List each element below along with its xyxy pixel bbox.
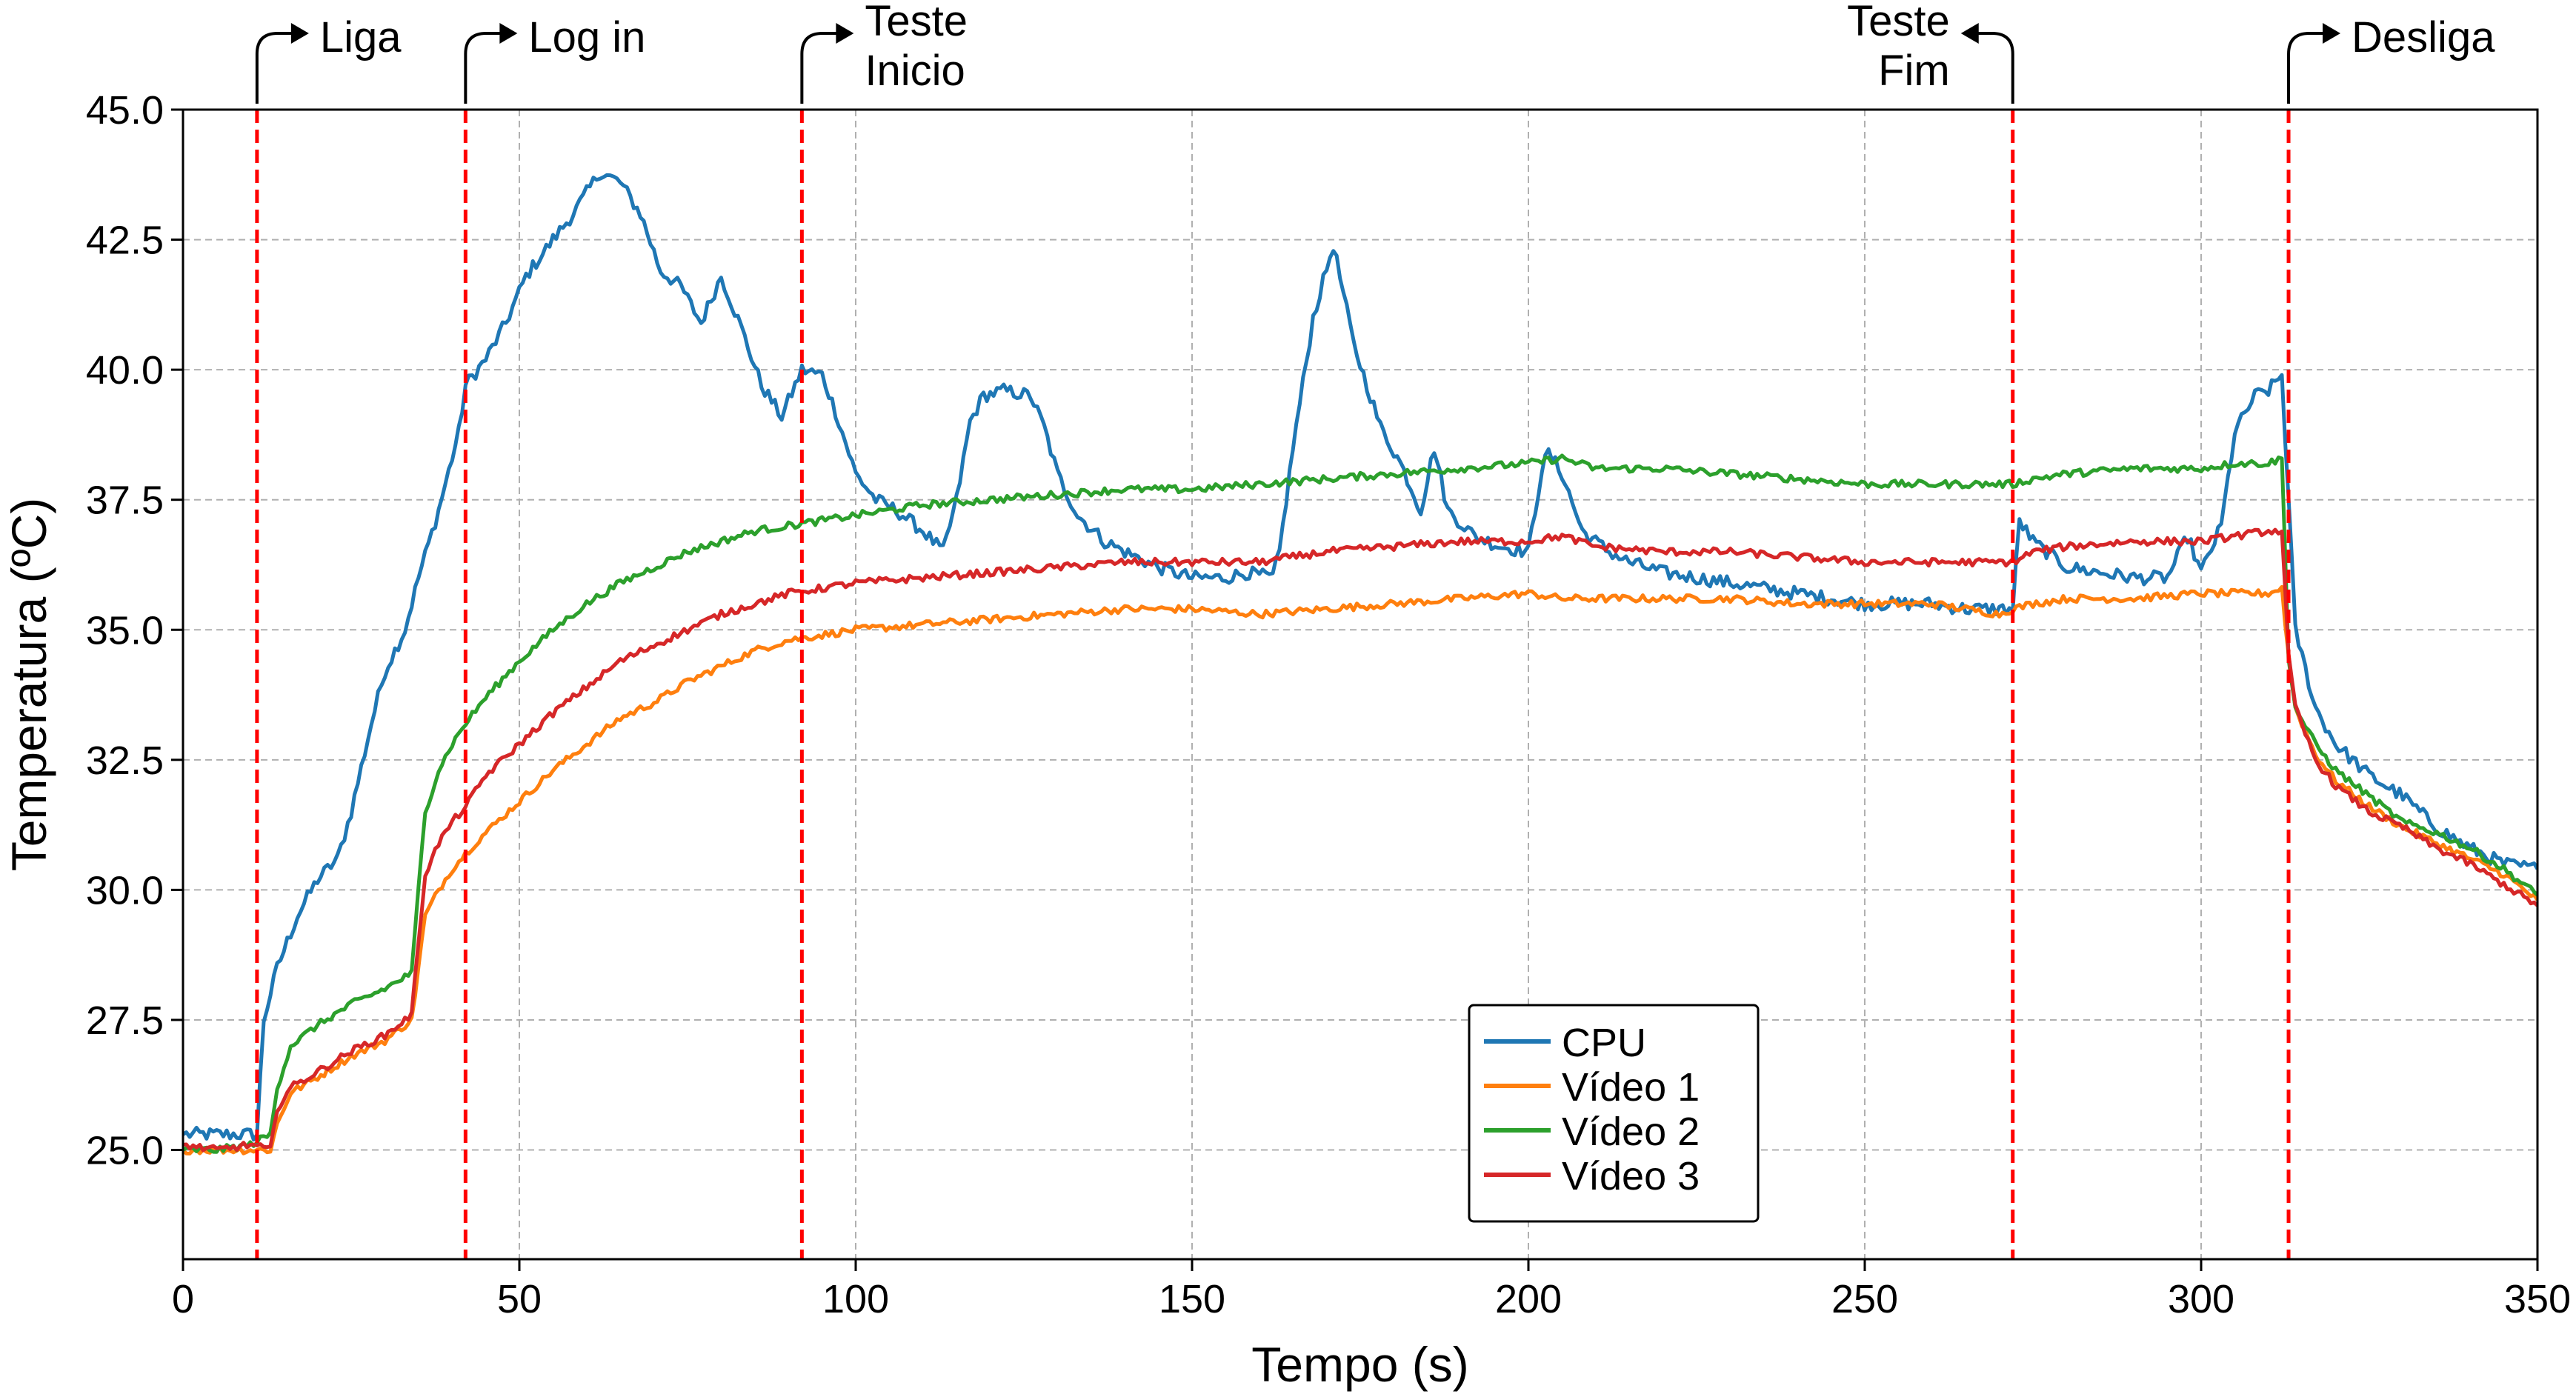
x-tick-label: 350 — [2504, 1277, 2571, 1321]
arrow-head — [1960, 23, 1979, 44]
annotation-label: Desliga — [2352, 13, 2495, 61]
annotation-arrow — [2287, 32, 2326, 104]
arrow-head — [499, 23, 518, 44]
event-markers — [255, 110, 2291, 1259]
legend-label: Vídeo 1 — [1562, 1065, 1700, 1110]
y-tick-label: 37.5 — [86, 478, 164, 523]
legend-label: Vídeo 3 — [1562, 1154, 1700, 1198]
y-tick-label: 40.0 — [86, 348, 164, 393]
series-line-4 — [183, 527, 2537, 1153]
series-line-2 — [183, 584, 2537, 1155]
y-tick-label: 45.0 — [86, 88, 164, 133]
y-tick-label: 42.5 — [86, 219, 164, 263]
legend-label: CPU — [1562, 1021, 1646, 1065]
x-tick-label: 150 — [1159, 1277, 1225, 1321]
legend-box — [1468, 1004, 1760, 1223]
annotation-label: Log in — [528, 13, 645, 61]
grid-lines — [182, 109, 2538, 1259]
y-tick-label: 35.0 — [86, 608, 164, 653]
y-tick-label: 27.5 — [86, 998, 164, 1043]
x-tick-label: 200 — [1495, 1277, 1562, 1321]
y-axis-label: Temperatura (ºC) — [1, 498, 56, 872]
y-tick-label: 30.0 — [86, 868, 164, 913]
annotation-label: Liga — [320, 13, 402, 61]
arrow-head — [836, 23, 854, 44]
annotation-arrow — [800, 32, 839, 104]
annotation-arrow — [1975, 32, 2014, 104]
legend-label: Vídeo 2 — [1562, 1110, 1700, 1154]
annotation-label: Fim — [1878, 47, 1950, 95]
series-line-3 — [183, 453, 2537, 1154]
x-tick-label: 250 — [1831, 1277, 1898, 1321]
series-line-1 — [183, 173, 2537, 1142]
arrow-head — [2323, 23, 2341, 44]
x-tick-label: 300 — [2168, 1277, 2234, 1321]
y-tick-label: 25.0 — [86, 1129, 164, 1173]
arrow-head — [290, 23, 309, 44]
x-tick-label: 0 — [172, 1277, 194, 1321]
x-axis-label: Tempo (s) — [1251, 1337, 1468, 1392]
x-tick-label: 100 — [822, 1277, 889, 1321]
annotation-arrow — [464, 32, 503, 104]
annotation-label: Teste — [1847, 0, 1950, 45]
annotation-label: Teste — [865, 0, 968, 45]
plot-frame — [182, 108, 2539, 1261]
annotation-label: Inicio — [865, 47, 965, 95]
axis-ticks: 0 50 100 150 200 250 300 350 25.0 27.5 30.0 32.5 35.… — [86, 88, 2571, 1321]
y-tick-label: 32.5 — [86, 738, 164, 783]
x-tick-label: 50 — [497, 1277, 542, 1321]
annotation-arrow — [255, 32, 294, 104]
series-lines — [183, 173, 2537, 1155]
